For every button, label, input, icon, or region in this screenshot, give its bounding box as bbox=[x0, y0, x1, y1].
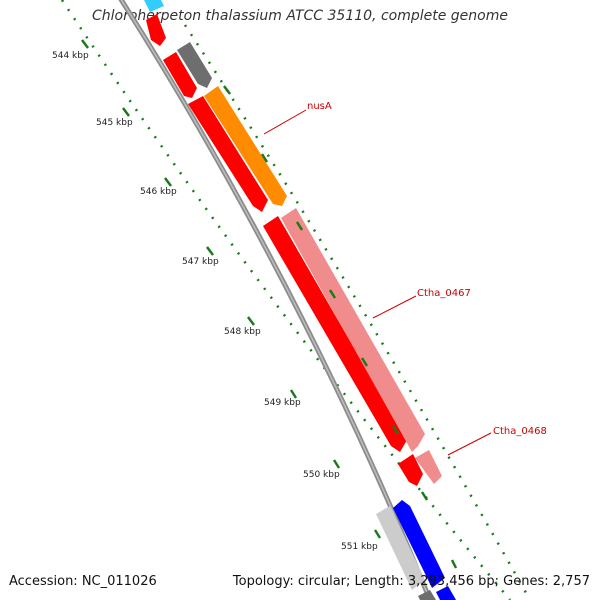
tick-label-550: 550 kbp bbox=[303, 470, 340, 480]
gene-label-Ctha-0468[interactable]: Ctha_0468 bbox=[493, 426, 547, 437]
tick-label-547: 547 kbp bbox=[182, 257, 219, 267]
gene-red-545-546[interactable] bbox=[188, 96, 268, 212]
gene-orange-nusA[interactable] bbox=[204, 86, 287, 206]
gene-pink-Ctha-0468[interactable] bbox=[415, 450, 442, 484]
gene-light-gray-551[interactable] bbox=[376, 506, 425, 590]
leader-line-nusA bbox=[263, 109, 307, 135]
outer-dotted-guide bbox=[183, 24, 532, 600]
gene-dark-gray-544[interactable] bbox=[177, 42, 212, 88]
tick-label-551: 551 kbp bbox=[341, 542, 378, 552]
tick-label-546: 546 kbp bbox=[140, 187, 177, 197]
gene-red-top-small[interactable] bbox=[146, 14, 166, 46]
gene-blue-551[interactable] bbox=[393, 500, 445, 588]
gene-label-nusA[interactable]: nusA bbox=[307, 101, 332, 112]
tick-label-544: 544 kbp bbox=[52, 51, 89, 61]
gene-red-544[interactable] bbox=[163, 52, 197, 98]
gene-dark-gray-bottom[interactable] bbox=[418, 590, 436, 600]
leader-line-Ctha-0468 bbox=[447, 432, 492, 456]
gene-pink-Ctha-0467[interactable] bbox=[281, 208, 425, 452]
gene-light-blue-top[interactable] bbox=[144, 0, 164, 12]
genome-title: Chloroherpeton thalassium ATCC 35110, co… bbox=[92, 8, 508, 24]
gene-blue-bottom[interactable] bbox=[436, 586, 456, 600]
tick-label-548: 548 kbp bbox=[224, 327, 261, 337]
inner-dotted-guide bbox=[60, 0, 511, 600]
tick-label-549: 549 kbp bbox=[264, 398, 301, 408]
genome-summary-text: Topology: circular; Length: 3,293,456 bp… bbox=[232, 574, 590, 589]
gene-red-547-549[interactable] bbox=[263, 216, 407, 452]
tick-marks bbox=[81, 39, 382, 539]
backbone-line bbox=[118, 0, 433, 600]
leader-line-Ctha-0467 bbox=[372, 295, 417, 319]
tick-label-545: 545 kbp bbox=[96, 118, 133, 128]
accession-text: Accession: NC_011026 bbox=[9, 574, 157, 589]
gene-red-550[interactable] bbox=[398, 454, 423, 486]
outer-tick-marks bbox=[223, 85, 458, 569]
gene-label-Ctha-0467[interactable]: Ctha_0467 bbox=[417, 288, 471, 299]
